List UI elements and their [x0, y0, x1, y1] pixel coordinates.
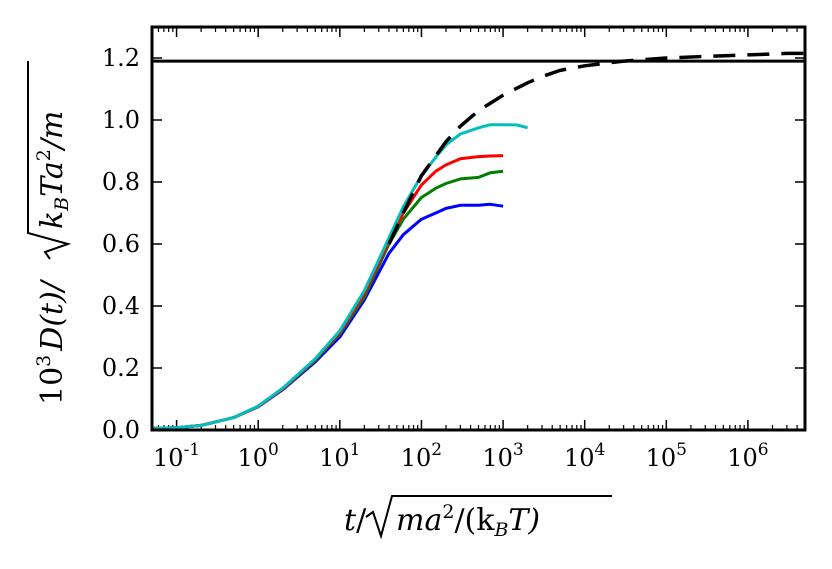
xlabel-sqrt-sign	[365, 495, 612, 540]
x-tick-base: 10	[153, 444, 184, 472]
xlabel-slash: /	[356, 503, 367, 538]
x-axis-label: t/ ma2/(kBT)	[344, 495, 612, 541]
svg-text:103D(t)/: 103 D(t)/	[33, 278, 70, 405]
series-green	[152, 169, 504, 430]
xlabel-radicand-sub: B	[493, 519, 508, 541]
series-layer	[152, 51, 805, 430]
y-tick-label: 0.8	[102, 168, 140, 196]
ylabel-radicand-mid: Ta	[35, 161, 70, 197]
x-tick-label: 104	[564, 440, 605, 472]
xlabel-radicand-exp: 2	[442, 501, 454, 523]
x-tick-base: 10	[238, 444, 269, 472]
ylabel-radicand-suffix: /m	[35, 111, 70, 153]
ylabel-prefix: 10	[35, 367, 70, 405]
plot-frame	[150, 25, 807, 432]
x-tick-exp: 2	[431, 440, 442, 460]
ylabel-func: D(t)/	[35, 278, 70, 352]
y-tick-label: 0.2	[102, 354, 140, 382]
x-tick-label: 103	[482, 440, 523, 472]
x-tick-base: 10	[564, 444, 595, 472]
y-axis-label: 103 D(t)/ kBTa2/m	[27, 61, 73, 405]
x-tick-exp: 0	[268, 440, 279, 460]
x-tick-label: 100	[238, 440, 279, 472]
svg-text:t/: t/	[344, 503, 367, 538]
ylabel-radicand-exp: 2	[33, 149, 55, 161]
x-tick-base: 10	[319, 444, 350, 472]
x-major-ticks	[175, 27, 749, 430]
xlabel-radicand-mid: /(k	[454, 503, 495, 538]
series-theory	[387, 51, 805, 245]
ylabel-radicand-prefix: k	[35, 211, 70, 229]
y-tick-label: 0.4	[102, 292, 140, 320]
x-tick-exp: 4	[595, 440, 606, 460]
xlabel-radicand-prefix: ma	[396, 503, 442, 538]
x-tick-label: 106	[727, 440, 768, 472]
x-tick-labels: 10-1 100 101 102 103 104 105 106	[153, 440, 769, 472]
y-tick-label: 0.0	[102, 416, 140, 444]
svg-text:kBTa2/m: kBTa2/m	[33, 111, 73, 229]
x-tick-base: 10	[646, 444, 677, 472]
x-tick-exp: 5	[676, 440, 687, 460]
x-tick-base: 10	[401, 444, 432, 472]
ylabel-sqrt-sign	[27, 61, 72, 260]
x-tick-base: 10	[727, 444, 758, 472]
ylabel-radicand-sub: B	[51, 197, 73, 212]
series-blue	[152, 202, 504, 430]
x-tick-label: 101	[319, 440, 360, 472]
y-tick-labels: 0.0 0.2 0.4 0.6 0.8 1.0 1.2	[102, 44, 140, 444]
series-red	[152, 154, 504, 430]
x-tick-base: 10	[482, 444, 513, 472]
x-tick-exp: 3	[513, 440, 524, 460]
y-ticks	[152, 57, 805, 431]
y-tick-label: 1.0	[102, 106, 140, 134]
xlabel-radicand-suffix: T)	[508, 503, 540, 538]
x-tick-label: 10-1	[153, 440, 200, 472]
x-minor-ticks	[151, 27, 806, 430]
x-tick-label: 105	[646, 440, 687, 472]
ylabel-prefix-exp: 3	[33, 355, 55, 367]
series-cyan	[152, 123, 528, 430]
svg-text:ma2/(kBT): ma2/(kBT)	[396, 501, 540, 541]
y-tick-label: 0.6	[102, 230, 140, 258]
x-tick-label: 102	[401, 440, 442, 472]
xlabel-t: t	[344, 503, 357, 538]
x-tick-exp: -1	[184, 440, 201, 460]
x-tick-exp: 6	[758, 440, 769, 460]
x-tick-exp: 1	[350, 440, 361, 460]
y-tick-label: 1.2	[102, 44, 140, 72]
